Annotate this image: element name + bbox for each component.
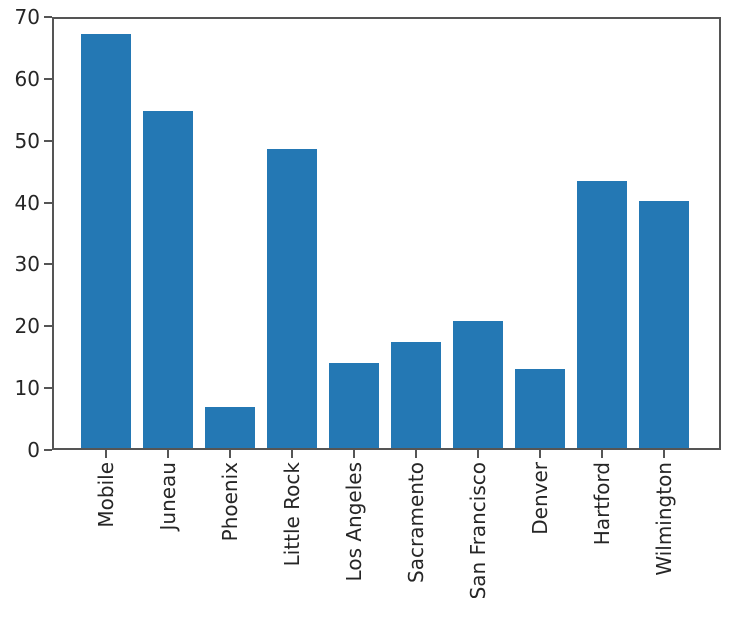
y-tick-label-30: 30 [14, 252, 40, 277]
y-tick-mark [44, 449, 52, 451]
x-tick-label-los-angeles: Los Angeles [342, 462, 366, 582]
bar-phoenix [205, 407, 255, 448]
y-tick-label-20: 20 [14, 314, 40, 339]
x-tick-mark [477, 450, 479, 458]
y-tick-mark [44, 139, 52, 142]
x-tick-label-san-francisco: San Francisco [466, 462, 490, 600]
x-tick-mark [229, 450, 231, 458]
y-tick-mark [44, 201, 52, 204]
y-tick-mark [44, 263, 52, 266]
x-tick-label-juneau: Juneau [156, 462, 180, 531]
bar-denver [515, 368, 565, 448]
y-tick-label-60: 60 [14, 66, 40, 91]
bar-wilmington [639, 201, 689, 448]
x-tick-label-hartford: Hartford [590, 462, 614, 546]
y-tick-mark [44, 16, 52, 18]
y-tick-mark [44, 77, 52, 80]
y-tick-label-0: 0 [27, 438, 40, 462]
bar-little-rock [267, 148, 317, 448]
bar-los-angeles [329, 363, 379, 448]
x-tick-mark [539, 450, 541, 458]
y-tick-mark [44, 325, 52, 328]
x-tick-label-mobile: Mobile [94, 462, 118, 528]
bar-san-francisco [453, 321, 503, 448]
x-tick-mark [105, 450, 107, 458]
bar-juneau [143, 110, 193, 448]
y-tick-label-40: 40 [14, 190, 40, 215]
x-tick-mark [353, 450, 355, 458]
x-tick-label-wilmington: Wilmington [652, 462, 676, 576]
bar-mobile [81, 34, 131, 448]
y-tick-label-70: 70 [14, 5, 40, 29]
bar-hartford [577, 180, 627, 448]
x-tick-mark [415, 450, 417, 458]
x-tick-label-denver: Denver [528, 462, 552, 535]
plot-area [52, 17, 721, 450]
x-tick-mark [291, 450, 293, 458]
x-tick-label-sacramento: Sacramento [404, 462, 428, 583]
x-tick-mark [663, 450, 665, 458]
x-tick-mark [601, 450, 603, 458]
bar-sacramento [391, 341, 441, 448]
x-tick-label-phoenix: Phoenix [218, 462, 242, 542]
y-tick-label-50: 50 [14, 128, 40, 153]
x-tick-mark [167, 450, 169, 458]
y-tick-mark [44, 387, 52, 390]
y-tick-label-10: 10 [14, 376, 40, 401]
x-tick-label-little-rock: Little Rock [280, 462, 304, 567]
